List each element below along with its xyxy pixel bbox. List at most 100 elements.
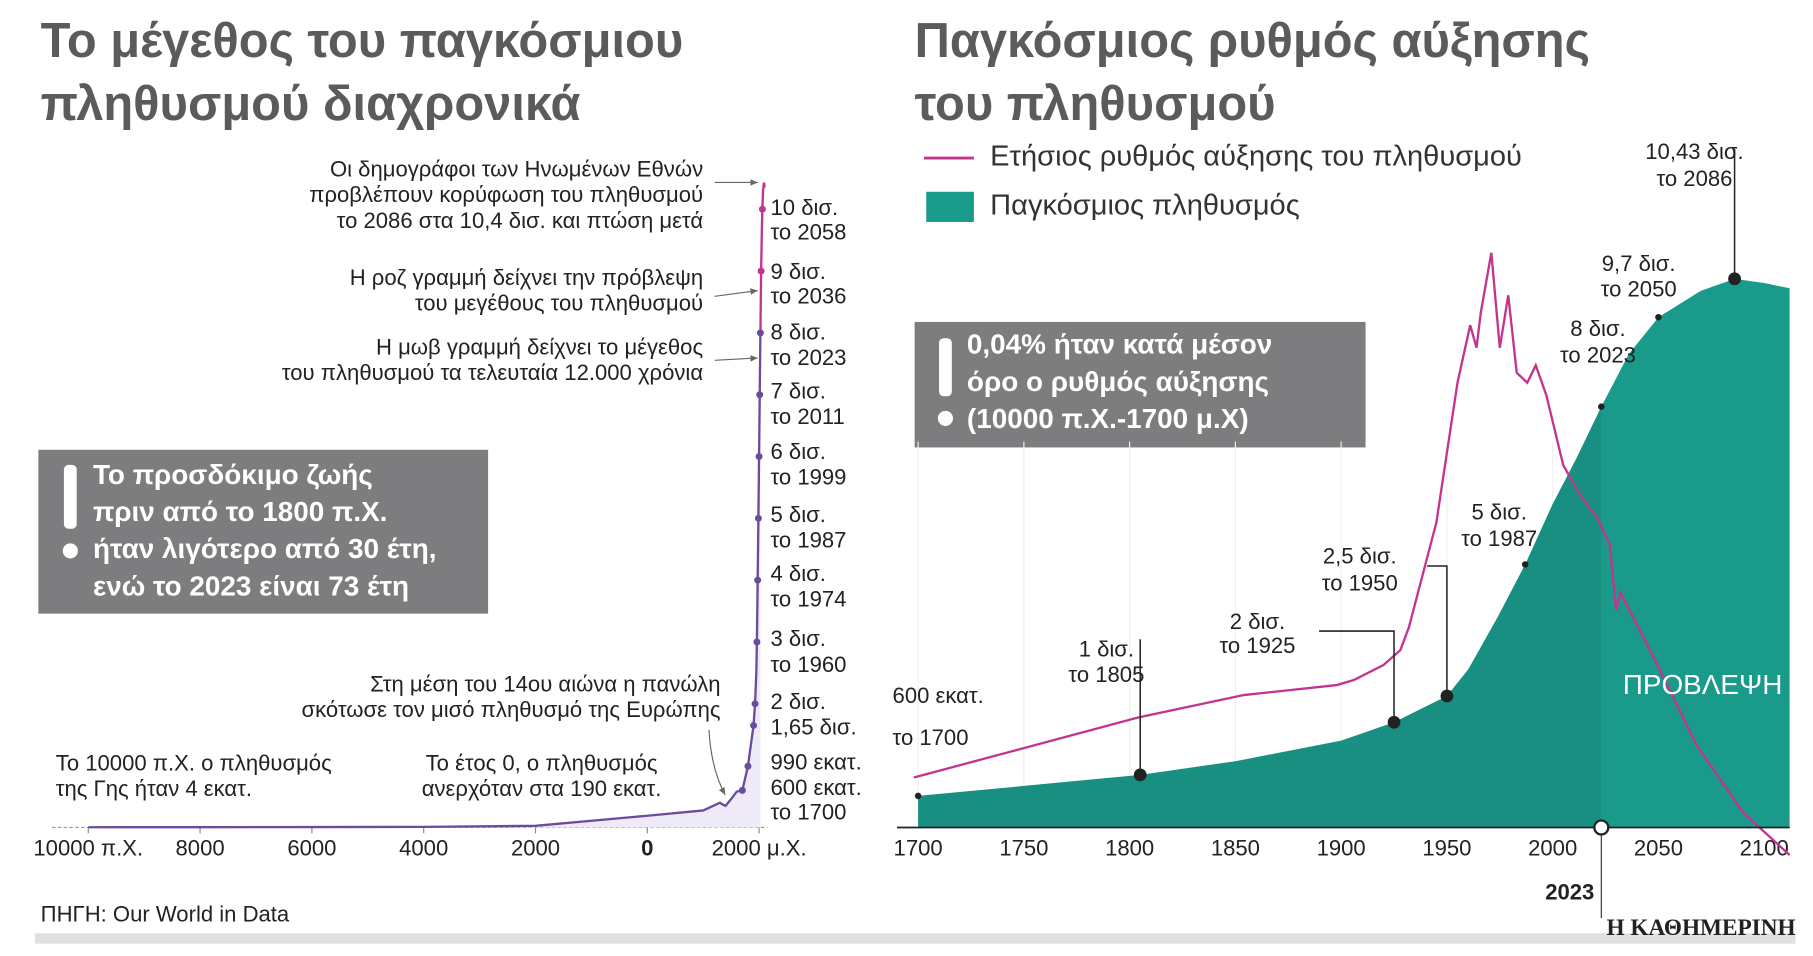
milestone-label: 600 εκατ. bbox=[771, 775, 862, 800]
annotation: Το έτος 0, ο πληθυσμός bbox=[426, 751, 658, 776]
x-tick-label: 8000 bbox=[176, 835, 225, 860]
milestone-label: 1 δισ. bbox=[1079, 637, 1134, 662]
chart-title: πληθυσμού διαχρονικά bbox=[41, 77, 581, 131]
milestone-label: 4 δισ. bbox=[771, 561, 826, 586]
milestone-label: 2 δισ. bbox=[771, 689, 826, 714]
milestone-year: το 1950 bbox=[1322, 570, 1398, 595]
annotation-arrow bbox=[708, 729, 726, 796]
milestone-year: το 1700 bbox=[893, 725, 969, 750]
milestone-dot bbox=[914, 792, 922, 800]
x-tick-label: 4000 bbox=[399, 835, 448, 860]
milestone-dot bbox=[754, 576, 762, 584]
milestone-year: το 1805 bbox=[1068, 662, 1144, 687]
milestone-year: το 1987 bbox=[1461, 526, 1537, 551]
milestone-year: το 2050 bbox=[1601, 276, 1677, 301]
milestone-label: 600 εκατ. bbox=[893, 683, 984, 708]
exclamation-dot bbox=[62, 543, 78, 559]
milestone-year: το 1999 bbox=[771, 465, 847, 490]
callout-text: 0,04% ήταν κατά μέσον bbox=[967, 329, 1272, 360]
footer-bar bbox=[34, 933, 1796, 944]
milestone-dot bbox=[744, 762, 752, 770]
x-tick-label: 2000 bbox=[1528, 835, 1577, 860]
exclamation-icon bbox=[63, 464, 77, 529]
chart-title: του πληθυσμού bbox=[915, 77, 1276, 131]
milestone-label: 2 δισ. bbox=[1230, 609, 1285, 634]
area bbox=[918, 278, 1790, 828]
leader-line bbox=[1319, 630, 1395, 723]
milestone-year: το 2023 bbox=[771, 345, 847, 370]
milestone-dot bbox=[756, 329, 764, 337]
x-tick-label: 1850 bbox=[1211, 835, 1260, 860]
milestone-year: το 2023 bbox=[1560, 343, 1636, 368]
milestone-label: 8 δισ. bbox=[771, 319, 826, 344]
x-tick-label: 2000 bbox=[511, 835, 560, 860]
annotation: το 2086 στα 10,4 δισ. και πτώση μετά bbox=[337, 208, 704, 233]
milestone-year: το 2058 bbox=[771, 219, 847, 244]
milestone-dot bbox=[1133, 768, 1147, 782]
milestone-dot bbox=[1440, 689, 1454, 703]
annotation: του πληθυσμού τα τελευταία 12.000 χρόνια bbox=[282, 360, 703, 385]
milestone-year: το 2011 bbox=[771, 404, 845, 429]
brand: Η ΚΑΘΗΜΕΡΙΝΗ bbox=[1607, 915, 1796, 941]
exclamation-icon bbox=[939, 338, 952, 397]
milestone-label: 8 δισ. bbox=[1570, 316, 1625, 341]
milestone-year: το 2086 bbox=[1656, 166, 1732, 191]
milestone-dot bbox=[754, 514, 762, 522]
milestone-label: 10,43 δισ. bbox=[1645, 139, 1743, 164]
legend-swatch bbox=[926, 191, 974, 222]
leader-line bbox=[1427, 565, 1448, 696]
x-tick-label: 6000 bbox=[287, 835, 336, 860]
milestone-dot bbox=[1387, 715, 1401, 729]
callout-text: ήταν λιγότερο από 30 έτη, bbox=[93, 533, 437, 564]
annotation: προβλέπουν κορύφωση του πληθυσμού bbox=[309, 182, 703, 207]
milestone-year: το 1987 bbox=[771, 527, 847, 552]
milestone-label: 3 δισ. bbox=[771, 626, 826, 651]
x-tick-label: 2000 μ.Χ. bbox=[712, 835, 807, 860]
annotation: σκότωσε τον μισό πληθυσμό της Ευρώπης bbox=[302, 697, 721, 722]
annotation: ανερχόταν στα 190 εκατ. bbox=[422, 776, 662, 801]
legend-label: Ετήσιος ρυθμός αύξησης του πληθυσμού bbox=[990, 141, 1522, 173]
milestone-dot bbox=[750, 721, 758, 729]
content: ΠΗΓΗ: Our World in Data Η ΚΑΘΗΜΕΡΙΝΗ Το … bbox=[33, 14, 1796, 944]
milestone-year: το 2036 bbox=[771, 283, 847, 308]
x-tick-label: 1800 bbox=[1105, 835, 1154, 860]
milestone-dot bbox=[1598, 403, 1605, 410]
milestone-dot bbox=[751, 700, 759, 708]
milestone-dot bbox=[755, 453, 763, 460]
milestone-label: 10 δισ. bbox=[771, 195, 839, 220]
forecast-marker bbox=[1593, 819, 1610, 836]
milestone-dot bbox=[1655, 313, 1662, 321]
annotation: Η μωβ γραμμή δείχνει το μέγεθος bbox=[376, 334, 703, 359]
milestone-year: το 1974 bbox=[771, 587, 847, 612]
x-tick-label: 1700 bbox=[894, 835, 943, 860]
milestone-year: το 1925 bbox=[1220, 633, 1296, 658]
x-tick-label: 0 bbox=[641, 835, 653, 860]
callout-text: Το προσδόκιμο ζωής bbox=[93, 459, 373, 490]
callout-text: (10000 π.Χ.-1700 μ.Χ) bbox=[967, 403, 1249, 434]
milestone-year: το 1700 bbox=[771, 799, 847, 824]
callout-text: πριν από το 1800 π.Χ. bbox=[93, 496, 387, 527]
milestone-label: 1,65 δισ. bbox=[771, 715, 857, 740]
milestone-dot bbox=[758, 205, 766, 213]
annotation-arrow bbox=[714, 288, 758, 297]
x-tick-label: 2050 bbox=[1634, 835, 1683, 860]
milestone-dot bbox=[738, 786, 746, 794]
milestone-label: 6 δισ. bbox=[771, 439, 826, 464]
line bbox=[88, 332, 762, 829]
line bbox=[913, 252, 1791, 856]
chart-title: Το μέγεθος του παγκόσμιου bbox=[41, 14, 684, 68]
callout-text: ενώ το 2023 είναι 73 έτη bbox=[93, 570, 409, 601]
annotation-arrow bbox=[714, 355, 758, 362]
annotation: Το 10000 π.Χ. ο πληθυσμός bbox=[56, 751, 332, 776]
milestone-label: 9 δισ. bbox=[771, 259, 826, 284]
line bbox=[759, 182, 766, 333]
x-tick-label: 1750 bbox=[999, 835, 1048, 860]
milestone-dot bbox=[757, 267, 765, 275]
milestone-dot bbox=[1521, 561, 1529, 568]
milestone-year: το 1960 bbox=[771, 652, 847, 677]
milestone-label: 7 δισ. bbox=[771, 379, 826, 404]
callout-text: όρο ο ρυθμός αύξησης bbox=[967, 366, 1269, 397]
chart-title: Παγκόσμιος ρυθμός αύξησης bbox=[915, 14, 1590, 68]
milestone-dot bbox=[1728, 272, 1741, 286]
